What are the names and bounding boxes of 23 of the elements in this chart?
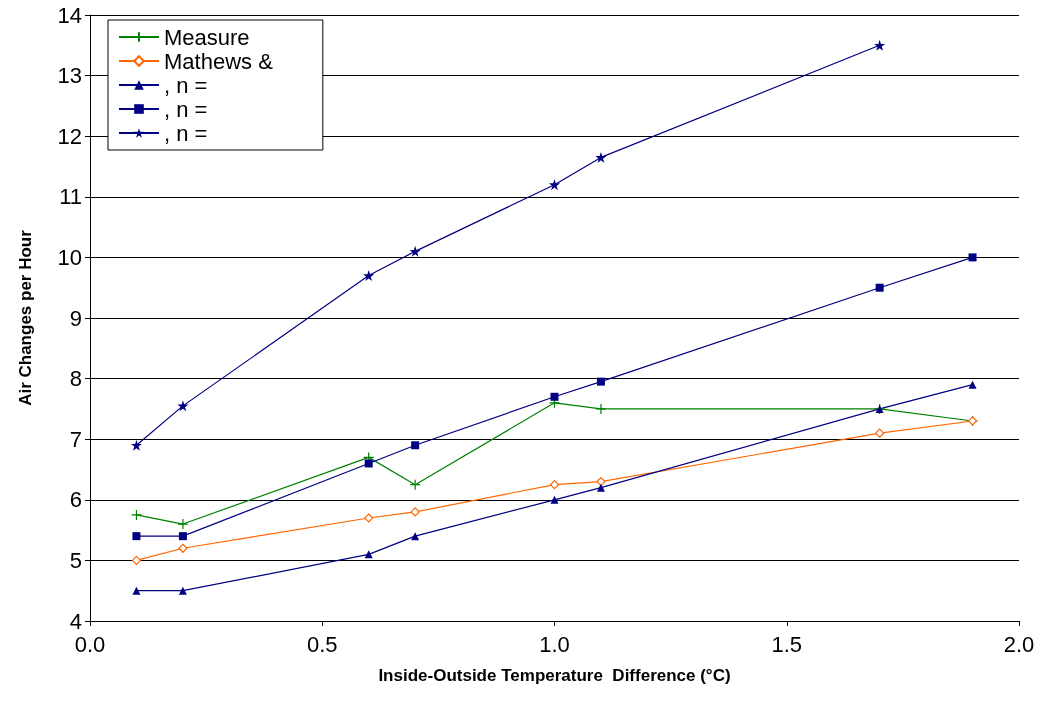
- legend-label: , n =: [164, 96, 208, 122]
- legend-label: Measure: [164, 24, 250, 50]
- y-tick-label: 4: [69, 608, 82, 634]
- x-tick-label: 0.0: [74, 631, 106, 657]
- x-tick-label: 1.5: [771, 631, 803, 657]
- y-tick-label: 8: [69, 366, 82, 392]
- legend-label: , n =: [164, 72, 208, 98]
- y-axis-title: Air Changes per Hour: [16, 229, 35, 406]
- legend-label: Mathews &: [164, 48, 274, 74]
- x-axis-title: Inside-Outside Temperature Difference (°C): [378, 666, 731, 685]
- y-tick-label: 14: [57, 2, 82, 28]
- x-tick-label: 2.0: [1003, 631, 1035, 657]
- y-tick-label: 12: [57, 123, 82, 149]
- y-tick-label: 13: [57, 63, 82, 89]
- y-tick-label: 10: [57, 244, 82, 270]
- y-tick-label: 6: [69, 487, 82, 513]
- x-tick-label: 1.0: [539, 631, 570, 657]
- y-tick-label: 11: [59, 184, 82, 210]
- legend-label: , n =: [164, 120, 208, 146]
- y-tick-label: 5: [69, 547, 82, 573]
- x-tick-label: 0.5: [306, 631, 338, 657]
- y-tick-label: 7: [69, 426, 82, 452]
- y-tick-label: 9: [69, 305, 82, 331]
